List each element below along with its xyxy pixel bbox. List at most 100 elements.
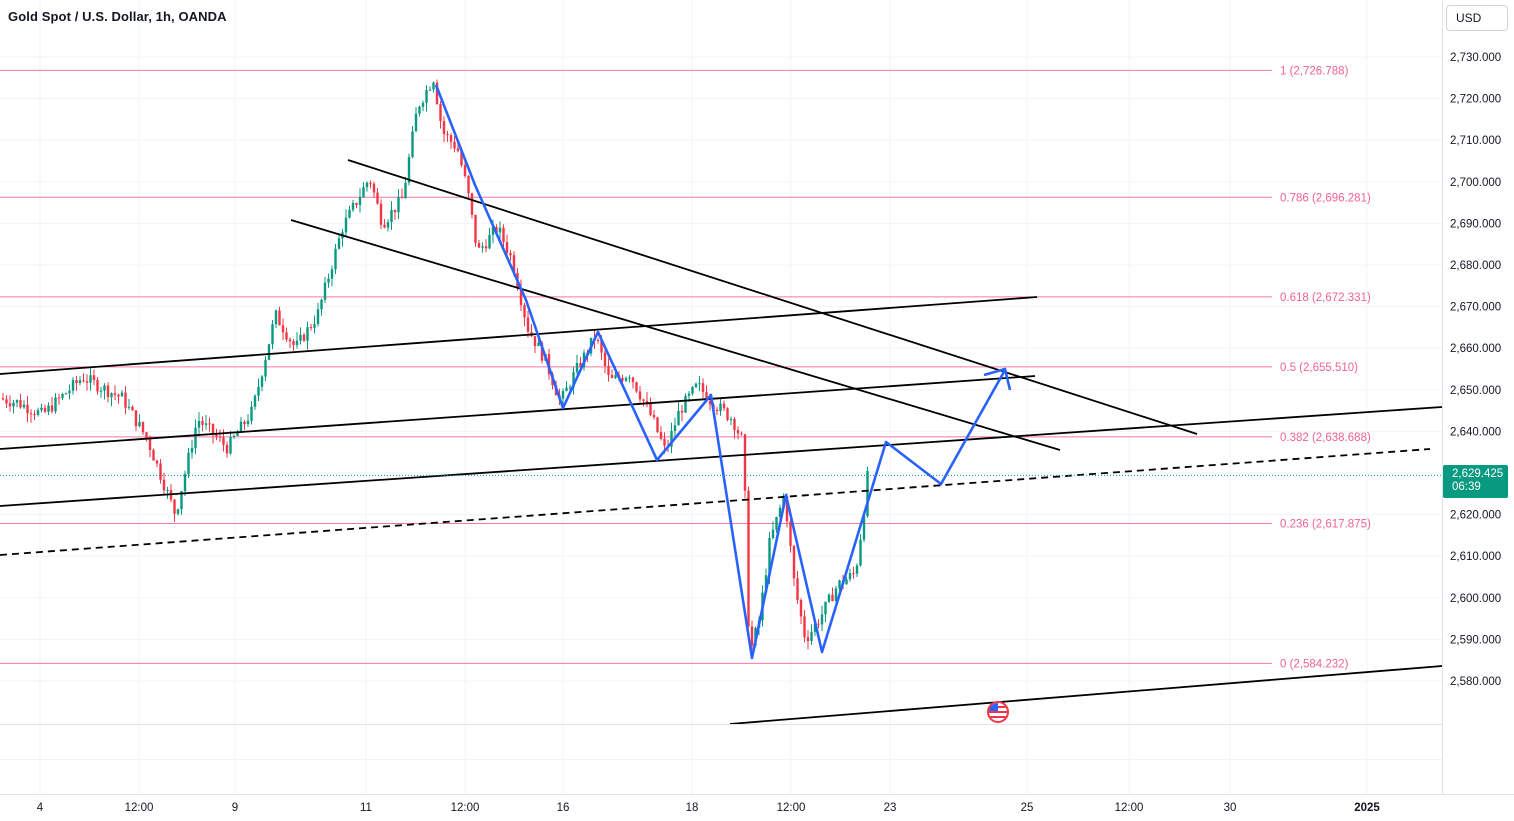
candle-body — [673, 425, 677, 432]
candle-body — [117, 394, 120, 397]
candle-body — [726, 408, 729, 420]
candle-body — [523, 305, 526, 318]
price-axis-label: 2,580.000 — [1450, 676, 1501, 688]
candle-body — [75, 380, 78, 383]
candle-body — [113, 393, 117, 395]
candle-body — [477, 242, 481, 248]
price-axis-label: 2,610.000 — [1450, 551, 1501, 563]
candle-body — [190, 447, 194, 453]
candle-body — [264, 359, 267, 377]
candle-body — [33, 414, 36, 416]
candle-body — [460, 151, 463, 166]
candle-body — [705, 392, 708, 402]
trendline-channel-mid — [0, 375, 1036, 450]
candle-body — [78, 380, 82, 383]
candle-body — [428, 89, 432, 91]
candle-body — [155, 460, 159, 464]
candle-body — [701, 383, 705, 393]
candle-body — [474, 214, 477, 243]
candle-body — [50, 405, 54, 412]
candle-body — [694, 383, 698, 387]
candle-body — [498, 227, 502, 233]
candle-body — [309, 327, 313, 329]
candle-body — [110, 393, 113, 398]
candle-body — [603, 352, 607, 366]
candle-body — [610, 374, 614, 378]
price-axis-label: 2,730.000 — [1450, 52, 1501, 64]
candle-body — [376, 192, 379, 204]
candle-body — [607, 365, 610, 375]
candle-body — [687, 393, 691, 396]
candle-body — [162, 479, 166, 491]
fib-level-label: 0 (2,584.232) — [1280, 658, 1349, 670]
candle-body — [351, 202, 355, 210]
candle-body — [218, 436, 222, 438]
candle-body — [862, 516, 866, 540]
candle-body — [526, 317, 530, 332]
candle-body — [631, 377, 635, 383]
candle-body — [348, 209, 351, 218]
candle-body — [138, 422, 141, 427]
candle-body — [85, 381, 89, 383]
candle-body — [715, 409, 719, 412]
candle-body — [470, 193, 474, 215]
candle-body — [771, 529, 775, 538]
symbol-title: Gold Spot / U.S. Dollar, 1h, OANDA — [8, 9, 227, 24]
price-axis-label: 2,720.000 — [1450, 94, 1501, 106]
candle-body — [208, 423, 211, 425]
trendline-dashed — [0, 448, 1431, 556]
candle-body — [316, 309, 320, 324]
candle-body — [852, 573, 855, 575]
candle-body — [176, 509, 180, 514]
currency-button[interactable]: USD — [1446, 5, 1508, 31]
candle-body — [435, 82, 439, 104]
time-axis-label: 2025 — [1354, 802, 1380, 814]
candle-body — [292, 341, 295, 345]
projection-arrowhead — [983, 367, 1012, 391]
candle-body — [222, 437, 225, 445]
candle-body — [635, 382, 638, 392]
candle-body — [99, 390, 103, 392]
candle-body — [855, 565, 859, 574]
time-axis-label: 12:00 — [451, 802, 480, 814]
candle-body — [96, 380, 99, 392]
candle-body — [372, 183, 376, 193]
time-axis-label: 12:00 — [777, 802, 806, 814]
candle-body — [775, 517, 778, 530]
candle-body — [638, 391, 642, 400]
candle-body — [288, 339, 292, 342]
candle-body — [719, 403, 722, 412]
price-axis-label: 2,620.000 — [1450, 510, 1501, 522]
candle-body — [166, 490, 169, 492]
candle-body — [152, 449, 155, 461]
time-axis-label: 11 — [360, 802, 372, 814]
last-price-value: 2,629.425 — [1452, 468, 1504, 480]
candle-body — [267, 344, 271, 360]
candle-body — [729, 419, 733, 421]
candle-body — [810, 631, 813, 642]
us-flag-icon[interactable] — [987, 701, 1009, 723]
fib-level-label: 0.236 (2,617.875) — [1280, 518, 1371, 530]
candle-body — [386, 222, 390, 228]
candle-body — [369, 182, 372, 184]
candle-body — [365, 182, 369, 188]
candle-body — [596, 339, 600, 341]
candle-body — [197, 420, 201, 428]
candle-body — [495, 226, 498, 233]
candle-body — [747, 490, 750, 627]
candle-body — [362, 187, 365, 198]
candle-body — [684, 395, 687, 413]
price-axis-label: 2,700.000 — [1450, 177, 1501, 189]
candle-body — [260, 376, 264, 387]
candle-body — [439, 103, 442, 122]
candle-body — [327, 278, 330, 283]
candle-body — [141, 422, 145, 433]
candle-body — [722, 403, 726, 409]
candle-body — [173, 499, 176, 514]
candle-body — [54, 397, 57, 412]
candle-body — [404, 182, 407, 199]
candle-body — [561, 391, 565, 399]
candle-body — [313, 323, 316, 328]
